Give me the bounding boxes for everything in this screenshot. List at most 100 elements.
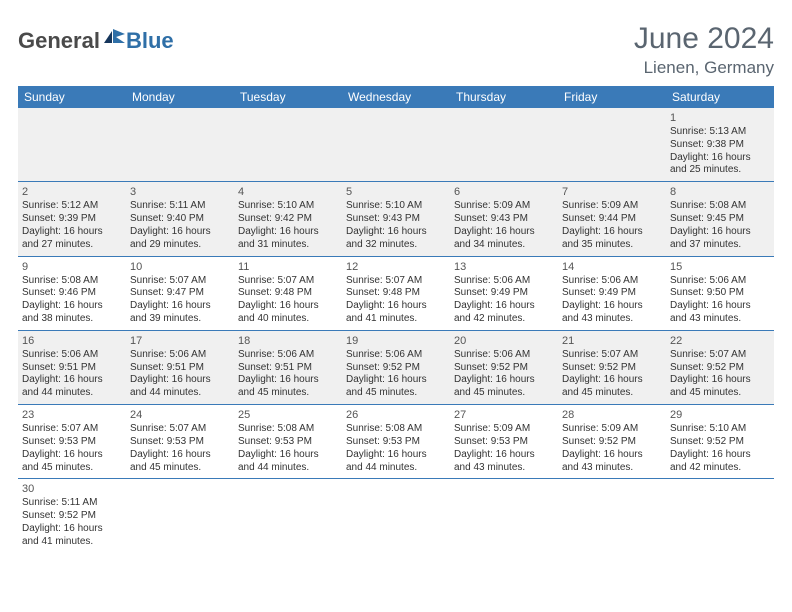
daylight-line-2: and 29 minutes. <box>130 239 230 252</box>
calendar-cell: 11Sunrise: 5:07 AMSunset: 9:48 PMDayligh… <box>234 256 342 330</box>
sunrise-line: Sunrise: 5:09 AM <box>562 200 662 213</box>
sunset-line: Sunset: 9:48 PM <box>346 287 446 300</box>
sunrise-line: Sunrise: 5:10 AM <box>346 200 446 213</box>
sunrise-line: Sunrise: 5:06 AM <box>238 349 338 362</box>
sunset-line: Sunset: 9:53 PM <box>346 436 446 449</box>
daylight-line-1: Daylight: 16 hours <box>346 300 446 313</box>
sunrise-line: Sunrise: 5:13 AM <box>670 126 770 139</box>
day-number: 1 <box>670 111 770 125</box>
calendar-cell <box>450 108 558 182</box>
day-number: 19 <box>346 334 446 348</box>
calendar-cell: 20Sunrise: 5:06 AMSunset: 9:52 PMDayligh… <box>450 330 558 404</box>
daylight-line-1: Daylight: 16 hours <box>346 449 446 462</box>
calendar-cell: 17Sunrise: 5:06 AMSunset: 9:51 PMDayligh… <box>126 330 234 404</box>
calendar-cell: 26Sunrise: 5:08 AMSunset: 9:53 PMDayligh… <box>342 405 450 479</box>
sunrise-line: Sunrise: 5:06 AM <box>346 349 446 362</box>
day-number: 10 <box>130 260 230 274</box>
calendar-row: 9Sunrise: 5:08 AMSunset: 9:46 PMDaylight… <box>18 256 774 330</box>
sunrise-line: Sunrise: 5:08 AM <box>22 275 122 288</box>
daylight-line-1: Daylight: 16 hours <box>454 226 554 239</box>
calendar-cell: 2Sunrise: 5:12 AMSunset: 9:39 PMDaylight… <box>18 182 126 256</box>
daylight-line-2: and 34 minutes. <box>454 239 554 252</box>
daylight-line-1: Daylight: 16 hours <box>346 374 446 387</box>
day-number: 21 <box>562 334 662 348</box>
brand-logo: General Blue <box>18 22 174 54</box>
calendar-cell <box>450 479 558 553</box>
daylight-line-1: Daylight: 16 hours <box>562 300 662 313</box>
day-number: 4 <box>238 185 338 199</box>
col-saturday: Saturday <box>666 86 774 108</box>
sunset-line: Sunset: 9:43 PM <box>454 213 554 226</box>
sunset-line: Sunset: 9:51 PM <box>238 362 338 375</box>
daylight-line-2: and 43 minutes. <box>562 313 662 326</box>
calendar-cell: 25Sunrise: 5:08 AMSunset: 9:53 PMDayligh… <box>234 405 342 479</box>
daylight-line-2: and 44 minutes. <box>130 387 230 400</box>
sunrise-line: Sunrise: 5:08 AM <box>346 423 446 436</box>
calendar-cell: 24Sunrise: 5:07 AMSunset: 9:53 PMDayligh… <box>126 405 234 479</box>
calendar-cell <box>126 108 234 182</box>
day-number: 7 <box>562 185 662 199</box>
daylight-line-2: and 27 minutes. <box>22 239 122 252</box>
sunset-line: Sunset: 9:46 PM <box>22 287 122 300</box>
sunrise-line: Sunrise: 5:09 AM <box>454 200 554 213</box>
sunrise-line: Sunrise: 5:07 AM <box>238 275 338 288</box>
calendar-cell: 5Sunrise: 5:10 AMSunset: 9:43 PMDaylight… <box>342 182 450 256</box>
daylight-line-2: and 45 minutes. <box>670 387 770 400</box>
calendar-cell: 16Sunrise: 5:06 AMSunset: 9:51 PMDayligh… <box>18 330 126 404</box>
daylight-line-1: Daylight: 16 hours <box>238 226 338 239</box>
calendar-header-row: Sunday Monday Tuesday Wednesday Thursday… <box>18 86 774 108</box>
day-number: 20 <box>454 334 554 348</box>
sunset-line: Sunset: 9:38 PM <box>670 139 770 152</box>
daylight-line-2: and 44 minutes. <box>238 462 338 475</box>
day-number: 23 <box>22 408 122 422</box>
sunset-line: Sunset: 9:52 PM <box>562 362 662 375</box>
calendar-cell: 13Sunrise: 5:06 AMSunset: 9:49 PMDayligh… <box>450 256 558 330</box>
daylight-line-1: Daylight: 16 hours <box>130 300 230 313</box>
calendar-cell <box>342 479 450 553</box>
daylight-line-2: and 44 minutes. <box>22 387 122 400</box>
sunrise-line: Sunrise: 5:10 AM <box>238 200 338 213</box>
daylight-line-2: and 40 minutes. <box>238 313 338 326</box>
daylight-line-1: Daylight: 16 hours <box>454 449 554 462</box>
calendar-cell: 4Sunrise: 5:10 AMSunset: 9:42 PMDaylight… <box>234 182 342 256</box>
daylight-line-2: and 25 minutes. <box>670 164 770 177</box>
daylight-line-1: Daylight: 16 hours <box>454 300 554 313</box>
day-number: 16 <box>22 334 122 348</box>
sunset-line: Sunset: 9:47 PM <box>130 287 230 300</box>
col-wednesday: Wednesday <box>342 86 450 108</box>
daylight-line-1: Daylight: 16 hours <box>22 226 122 239</box>
daylight-line-2: and 45 minutes. <box>22 462 122 475</box>
calendar-cell: 7Sunrise: 5:09 AMSunset: 9:44 PMDaylight… <box>558 182 666 256</box>
day-number: 18 <box>238 334 338 348</box>
day-number: 22 <box>670 334 770 348</box>
daylight-line-1: Daylight: 16 hours <box>130 374 230 387</box>
calendar-cell: 1Sunrise: 5:13 AMSunset: 9:38 PMDaylight… <box>666 108 774 182</box>
sunset-line: Sunset: 9:53 PM <box>130 436 230 449</box>
calendar-cell: 21Sunrise: 5:07 AMSunset: 9:52 PMDayligh… <box>558 330 666 404</box>
flag-icon <box>104 29 126 47</box>
daylight-line-2: and 35 minutes. <box>562 239 662 252</box>
day-number: 24 <box>130 408 230 422</box>
daylight-line-1: Daylight: 16 hours <box>346 226 446 239</box>
calendar-cell: 29Sunrise: 5:10 AMSunset: 9:52 PMDayligh… <box>666 405 774 479</box>
sunrise-line: Sunrise: 5:11 AM <box>130 200 230 213</box>
calendar-cell <box>666 479 774 553</box>
sunrise-line: Sunrise: 5:06 AM <box>454 349 554 362</box>
sunset-line: Sunset: 9:44 PM <box>562 213 662 226</box>
sunrise-line: Sunrise: 5:09 AM <box>454 423 554 436</box>
daylight-line-2: and 31 minutes. <box>238 239 338 252</box>
sunset-line: Sunset: 9:43 PM <box>346 213 446 226</box>
daylight-line-2: and 45 minutes. <box>562 387 662 400</box>
sunrise-line: Sunrise: 5:12 AM <box>22 200 122 213</box>
calendar-cell: 14Sunrise: 5:06 AMSunset: 9:49 PMDayligh… <box>558 256 666 330</box>
calendar-cell <box>342 108 450 182</box>
day-number: 5 <box>346 185 446 199</box>
daylight-line-1: Daylight: 16 hours <box>454 374 554 387</box>
daylight-line-1: Daylight: 16 hours <box>562 449 662 462</box>
day-number: 17 <box>130 334 230 348</box>
calendar-cell: 10Sunrise: 5:07 AMSunset: 9:47 PMDayligh… <box>126 256 234 330</box>
day-number: 28 <box>562 408 662 422</box>
daylight-line-2: and 41 minutes. <box>22 536 122 549</box>
sunrise-line: Sunrise: 5:06 AM <box>130 349 230 362</box>
calendar-row: 16Sunrise: 5:06 AMSunset: 9:51 PMDayligh… <box>18 330 774 404</box>
